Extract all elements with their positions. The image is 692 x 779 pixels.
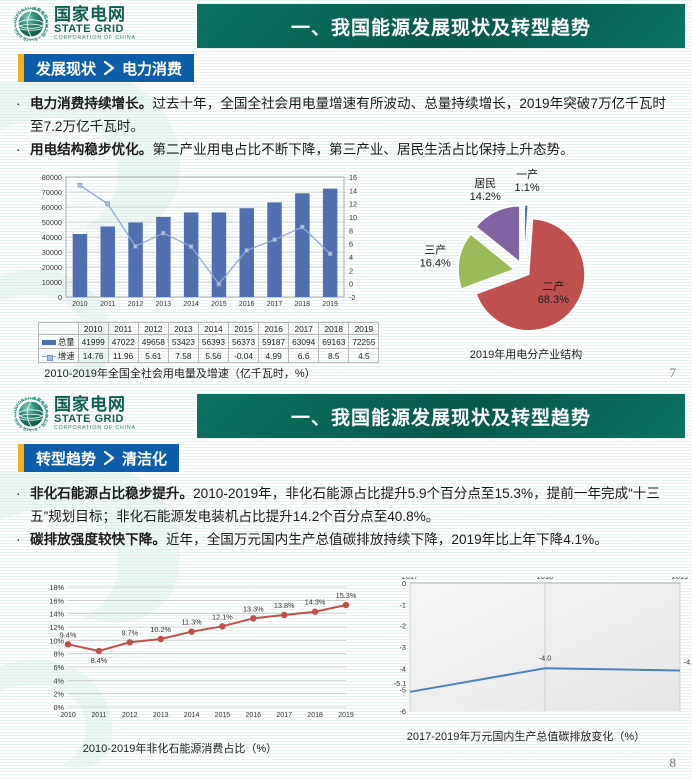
svg-text:2015: 2015 (211, 301, 227, 308)
svg-text:2012: 2012 (128, 301, 144, 308)
svg-text:2018: 2018 (307, 712, 323, 719)
svg-text:-1: -1 (400, 601, 407, 610)
svg-text:14.3%: 14.3% (305, 598, 326, 607)
svg-text:18%: 18% (49, 583, 64, 592)
svg-text:14.2%: 14.2% (470, 191, 501, 203)
svg-text:11.3%: 11.3% (182, 618, 203, 627)
svg-text:70000: 70000 (42, 188, 62, 197)
svg-text:-6: -6 (400, 707, 407, 716)
svg-text:居民: 居民 (474, 178, 496, 190)
svg-text:0%: 0% (53, 703, 64, 712)
svg-text:-2: -2 (349, 293, 356, 302)
svg-text:-4: -4 (400, 665, 407, 674)
svg-text:2%: 2% (53, 690, 64, 699)
svg-text:2010: 2010 (60, 712, 76, 719)
svg-text:2019: 2019 (338, 712, 354, 719)
svg-text:2011: 2011 (100, 301, 115, 308)
svg-text:2014: 2014 (183, 301, 199, 308)
svg-text:-5.1: -5.1 (394, 679, 407, 688)
svg-text:30000: 30000 (42, 248, 62, 257)
svg-text:80000: 80000 (42, 173, 62, 182)
svg-text:2013: 2013 (156, 301, 172, 308)
svg-text:8: 8 (349, 227, 353, 236)
svg-text:二产: 二产 (542, 279, 564, 293)
svg-text:-4.1: -4.1 (684, 658, 692, 667)
svg-text:4: 4 (349, 253, 353, 262)
svg-text:13.8%: 13.8% (274, 601, 295, 610)
svg-text:6%: 6% (53, 663, 64, 672)
svg-text:-4.0: -4.0 (539, 654, 552, 663)
svg-text:2015: 2015 (215, 712, 231, 719)
svg-text:14: 14 (349, 187, 357, 196)
svg-text:16: 16 (349, 173, 357, 182)
svg-text:一产: 一产 (516, 167, 538, 181)
svg-text:-2: -2 (400, 622, 407, 631)
svg-text:20000: 20000 (42, 263, 62, 272)
svg-text:2019: 2019 (672, 577, 688, 581)
svg-text:2017: 2017 (267, 301, 283, 308)
svg-text:9.7%: 9.7% (121, 629, 138, 638)
svg-text:9.4%: 9.4% (60, 631, 77, 640)
svg-text:2013: 2013 (153, 712, 169, 719)
svg-text:8%: 8% (53, 650, 64, 659)
svg-text:10: 10 (349, 213, 357, 222)
svg-text:10.2%: 10.2% (150, 625, 171, 634)
svg-text:0: 0 (402, 579, 406, 588)
svg-text:2018: 2018 (295, 301, 311, 308)
svg-text:0: 0 (349, 280, 353, 289)
svg-text:12.1%: 12.1% (212, 613, 233, 622)
svg-text:12: 12 (349, 200, 357, 209)
svg-text:13.3%: 13.3% (243, 605, 264, 614)
svg-text:68.3%: 68.3% (538, 294, 569, 306)
svg-text:2011: 2011 (91, 712, 106, 719)
svg-text:2: 2 (349, 267, 353, 276)
svg-text:16.4%: 16.4% (420, 258, 451, 270)
svg-text:6: 6 (349, 240, 353, 249)
svg-text:10000: 10000 (42, 278, 62, 287)
svg-text:50000: 50000 (42, 218, 62, 227)
svg-text:2018: 2018 (537, 577, 553, 581)
svg-text:2016: 2016 (239, 301, 255, 308)
svg-text:2017: 2017 (276, 712, 292, 719)
svg-text:16%: 16% (49, 597, 64, 606)
svg-text:15.3%: 15.3% (336, 591, 357, 600)
svg-text:14%: 14% (49, 610, 64, 619)
svg-text:三产: 三产 (424, 243, 446, 257)
svg-text:1.1%: 1.1% (515, 182, 540, 194)
svg-text:40000: 40000 (42, 233, 62, 242)
svg-text:2012: 2012 (122, 712, 138, 719)
svg-text:8.4%: 8.4% (91, 656, 108, 665)
svg-text:-3: -3 (400, 643, 407, 652)
svg-text:0: 0 (58, 293, 62, 302)
svg-text:60000: 60000 (42, 203, 62, 212)
svg-text:2014: 2014 (184, 712, 200, 719)
svg-text:2010: 2010 (72, 301, 88, 308)
svg-text:2019: 2019 (322, 301, 338, 308)
svg-text:4%: 4% (53, 677, 64, 686)
svg-text:2016: 2016 (246, 712, 262, 719)
